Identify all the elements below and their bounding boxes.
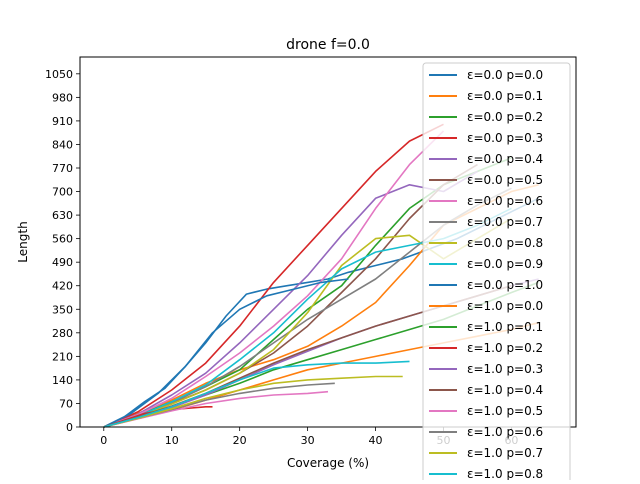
legend-label: ε=1.0 p=0.2: [467, 341, 543, 355]
y-tick-label: 210: [52, 350, 73, 363]
y-tick-label: 420: [52, 280, 73, 293]
legend-label: ε=1.0 p=0.3: [467, 362, 543, 376]
legend-label: ε=0.0 p=1.0: [467, 278, 543, 292]
x-tick-label: 0: [100, 434, 107, 447]
y-tick-label: 70: [59, 397, 73, 410]
x-tick-label: 10: [165, 434, 179, 447]
y-axis-label: Length: [16, 221, 30, 262]
y-tick-label: 700: [52, 186, 73, 199]
y-tick-label: 840: [52, 138, 73, 151]
x-tick-label: 30: [301, 434, 315, 447]
legend-label: ε=0.0 p=0.0: [467, 68, 543, 82]
x-tick-label: 40: [369, 434, 383, 447]
legend-label: ε=0.0 p=0.3: [467, 131, 543, 145]
y-tick-label: 560: [52, 233, 73, 246]
y-tick-label: 910: [52, 115, 73, 128]
y-tick-label: 490: [52, 256, 73, 269]
y-tick-label: 140: [52, 374, 73, 387]
chart-title: drone f=0.0: [286, 37, 370, 53]
legend-label: ε=1.0 p=0.6: [467, 425, 543, 439]
y-tick-label: 770: [52, 162, 73, 175]
x-tick-label: 20: [233, 434, 247, 447]
legend: ε=0.0 p=0.0 ε=0.0 p=0.1 ε=0.0 p=0.2 ε=0.0 p…: [422, 62, 571, 484]
y-tick-label: 280: [52, 327, 73, 340]
legend-label: ε=0.0 p=0.9: [467, 257, 543, 271]
series-line: [103, 130, 445, 428]
series-line: [103, 360, 410, 428]
legend-label: ε=0.0 p=0.7: [467, 215, 543, 229]
legend-label: ε=1.0 p=0.7: [467, 446, 543, 460]
series-line: [103, 123, 444, 428]
legend-box: [422, 62, 571, 484]
legend-label: ε=0.0 p=0.2: [467, 110, 543, 124]
legend-label: ε=0.0 p=0.5: [467, 173, 543, 187]
legend-label: ε=0.0 p=0.6: [467, 194, 543, 208]
y-tick-label: 0: [66, 421, 73, 434]
legend-label: ε=0.0 p=0.1: [467, 89, 543, 103]
legend-label: ε=1.0 p=0.5: [467, 404, 543, 418]
x-axis-label: Coverage (%): [287, 456, 369, 470]
y-tick-label: 630: [52, 209, 73, 222]
legend-label: ε=0.0 p=0.4: [467, 152, 543, 166]
legend-label: ε=1.0 p=0.4: [467, 383, 543, 397]
legend-label: ε=1.0 p=0.8: [467, 467, 543, 480]
series-line: [103, 170, 478, 428]
y-axis-ticks: 0 70 140 210 280 350 420 490 560 630 700 770 840 910 9…: [45, 68, 80, 434]
axes-frame: [79, 56, 577, 428]
legend-label: ε=1.0 p=0.1: [467, 320, 543, 334]
legend-label: ε=1.0 p=0.0: [467, 299, 543, 313]
y-tick-label: 1050: [45, 68, 73, 81]
series-line: [103, 278, 349, 428]
y-tick-label: 980: [52, 91, 73, 104]
series-line: [103, 375, 403, 428]
y-tick-label: 350: [52, 303, 73, 316]
legend-label: ε=0.0 p=0.8: [467, 236, 543, 250]
